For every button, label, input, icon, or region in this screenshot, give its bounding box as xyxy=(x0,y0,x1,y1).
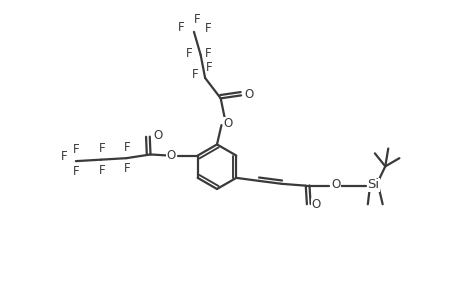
Text: F: F xyxy=(204,22,211,34)
Text: O: O xyxy=(223,118,232,130)
Text: F: F xyxy=(206,61,213,74)
Text: F: F xyxy=(61,150,67,163)
Text: F: F xyxy=(177,21,184,34)
Text: F: F xyxy=(98,142,105,155)
Text: F: F xyxy=(185,47,192,60)
Text: F: F xyxy=(191,68,197,82)
Text: F: F xyxy=(73,143,80,156)
Text: F: F xyxy=(204,47,211,60)
Text: O: O xyxy=(331,178,340,191)
Text: F: F xyxy=(193,13,200,26)
Text: F: F xyxy=(98,164,105,177)
Text: O: O xyxy=(310,199,320,212)
Text: F: F xyxy=(73,165,80,178)
Text: O: O xyxy=(244,88,253,101)
Text: Si: Si xyxy=(367,178,379,191)
Text: F: F xyxy=(123,162,130,175)
Text: O: O xyxy=(153,129,162,142)
Text: O: O xyxy=(166,149,175,162)
Text: F: F xyxy=(123,140,130,154)
